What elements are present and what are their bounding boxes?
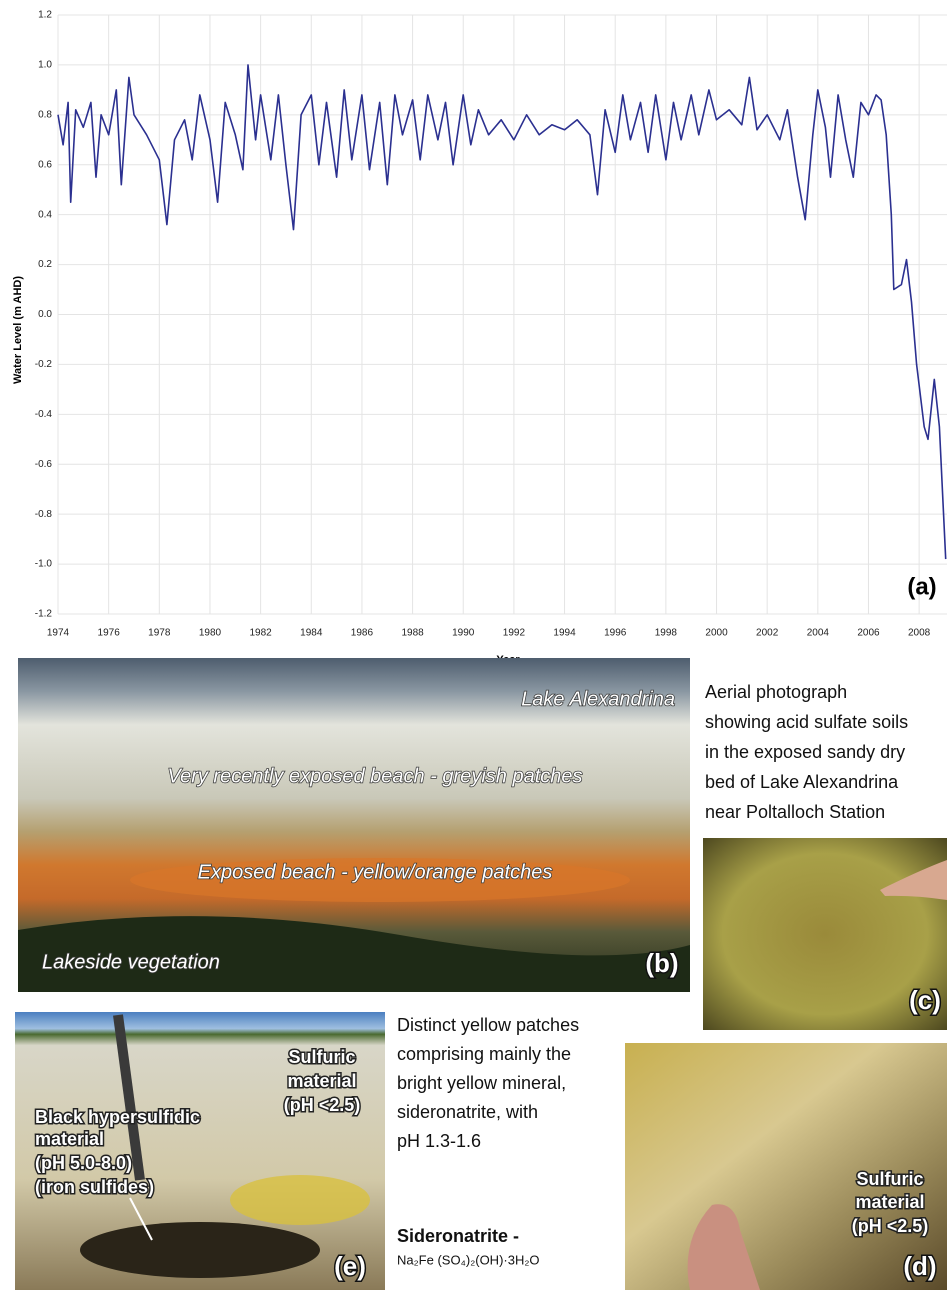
x-tick-label: 2000 xyxy=(705,628,728,639)
y-tick-label: 0.6 xyxy=(38,159,52,170)
x-tick-label: 2004 xyxy=(807,628,830,639)
annotation: (pH <2.5) xyxy=(284,1095,361,1115)
x-tick-label: 1994 xyxy=(553,628,576,639)
x-tick-label: 2008 xyxy=(908,628,931,639)
annotation: (pH <2.5) xyxy=(852,1216,929,1236)
y-tick-label: -0.2 xyxy=(35,359,53,370)
annotation: material xyxy=(35,1129,104,1149)
y-tick-label: 1.0 xyxy=(38,60,52,71)
y-tick-label: 0.4 xyxy=(38,209,52,220)
photo-d: Sulfuric material (pH <2.5) (d) xyxy=(625,1043,947,1290)
x-tick-label: 2002 xyxy=(756,628,779,639)
y-tick-label: 1.2 xyxy=(38,10,52,21)
caption-line: pH 1.3-1.6 xyxy=(397,1131,481,1151)
caption-line: sideronatrite, with xyxy=(397,1102,538,1122)
x-tick-label: 1988 xyxy=(401,628,424,639)
y-tick-label: -0.6 xyxy=(35,459,53,470)
caption-line: Distinct yellow patches xyxy=(397,1015,579,1035)
x-tick-label: 1990 xyxy=(452,628,475,639)
x-tick-label: 1978 xyxy=(148,628,171,639)
panel-label: (d) xyxy=(903,1251,936,1281)
x-tick-label: 1992 xyxy=(503,628,526,639)
y-tick-label: 0.8 xyxy=(38,109,52,120)
annotation: Lakeside vegetation xyxy=(42,951,220,973)
x-tick-label: 1982 xyxy=(249,628,272,639)
photo-detail xyxy=(80,1222,320,1278)
caption-line: near Poltalloch Station xyxy=(705,802,885,822)
y-axis-title: Water Level (m AHD) xyxy=(12,276,24,384)
x-tick-label: 1976 xyxy=(98,628,121,639)
annotation: (iron sulfides) xyxy=(35,1177,154,1197)
caption-line: showing acid sulfate soils xyxy=(705,712,908,732)
caption-line: bed of Lake Alexandrina xyxy=(705,772,899,792)
annotation: Sulfuric xyxy=(288,1047,355,1067)
x-tick-label: 1996 xyxy=(604,628,627,639)
photo-detail xyxy=(230,1175,370,1225)
caption-d: Distinct yellow patches comprising mainl… xyxy=(397,1015,579,1268)
annotation: (pH 5.0-8.0) xyxy=(35,1153,132,1173)
panel-label: (a) xyxy=(907,573,936,600)
photo-e: Sulfuric material (pH <2.5) Black hypers… xyxy=(15,1012,385,1290)
mineral-formula: Na₂Fe (SO₄)₂(OH)·3H₂O xyxy=(397,1252,540,1267)
x-tick-label: 1998 xyxy=(655,628,678,639)
annotation: Lake Alexandrina xyxy=(521,688,675,710)
panel-label: (e) xyxy=(334,1251,366,1281)
x-tick-label: 1986 xyxy=(351,628,374,639)
water-level-chart: 2008 2006 2004 2002 2000 1998 1996 1994 1992 1990… xyxy=(12,10,947,666)
y-tick-label: -1.2 xyxy=(35,609,53,620)
photo-c: (c) xyxy=(703,838,947,1030)
x-tick-label: 2006 xyxy=(857,628,880,639)
series-line xyxy=(58,65,946,559)
caption-line: comprising mainly the xyxy=(397,1044,571,1064)
annotation: Exposed beach - yellow/orange patches xyxy=(198,861,553,883)
caption-line: bright yellow mineral, xyxy=(397,1073,566,1093)
photo xyxy=(625,1043,947,1290)
y-tick-label: -0.4 xyxy=(35,409,53,420)
caption-line: in the exposed sandy dry xyxy=(705,742,905,762)
y-tick-label: -1.0 xyxy=(35,559,53,570)
annotation: Sulfuric xyxy=(856,1169,923,1189)
annotation: Black hypersulfidic xyxy=(35,1107,200,1127)
x-tick-label: 1974 xyxy=(47,628,70,639)
x-tick-label: 1980 xyxy=(199,628,222,639)
y-tick-label: 0.2 xyxy=(38,259,52,270)
annotation: material xyxy=(855,1192,924,1212)
panel-label: (c) xyxy=(909,985,941,1015)
y-tick-label: -0.8 xyxy=(35,509,53,520)
caption-line: Aerial photograph xyxy=(705,682,847,702)
photo-b: Lake Alexandrina Very recently exposed b… xyxy=(18,658,690,992)
mineral-name: Sideronatrite - xyxy=(397,1226,519,1246)
annotation: material xyxy=(287,1071,356,1091)
figure: 2008 2006 2004 2002 2000 1998 1996 1994 1992 1990… xyxy=(0,0,947,1292)
panel-label: (b) xyxy=(645,948,678,978)
annotation: Very recently exposed beach - greyish pa… xyxy=(167,765,582,787)
caption-c: Aerial photograph showing acid sulfate s… xyxy=(705,682,908,822)
y-tick-label: 0.0 xyxy=(38,309,52,320)
x-tick-label: 1984 xyxy=(300,628,323,639)
page: 2008 2006 2004 2002 2000 1998 1996 1994 1992 1990… xyxy=(0,0,947,1292)
